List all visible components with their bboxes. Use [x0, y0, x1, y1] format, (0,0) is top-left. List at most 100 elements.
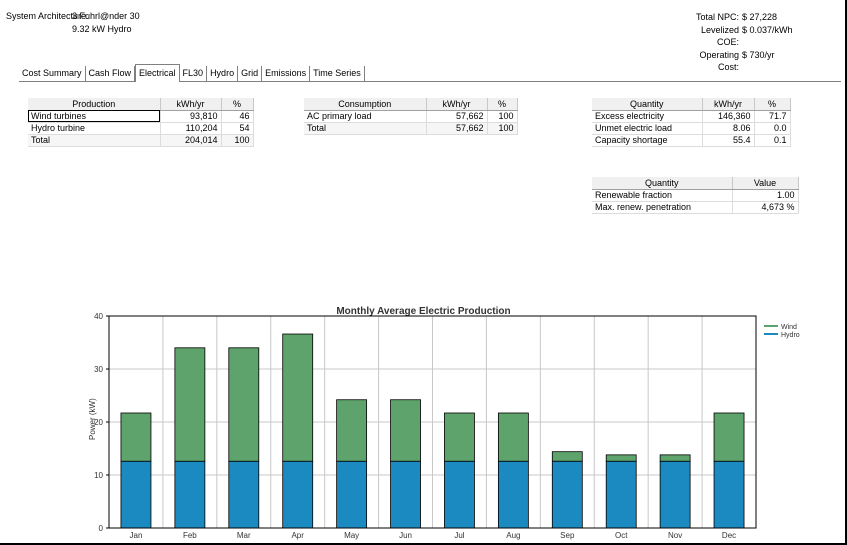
- bar-wind-apr: [282, 333, 314, 462]
- tab-emissions[interactable]: Emissions: [262, 66, 311, 81]
- tab-cash-flow[interactable]: Cash Flow: [85, 66, 136, 81]
- production-header-name: Production: [28, 98, 161, 111]
- production-table: Production kWh/yr % Wind turbines 93,810…: [28, 98, 254, 147]
- x-tick-label: Oct: [615, 531, 628, 540]
- consumption-row-0-name[interactable]: AC primary load: [304, 110, 427, 123]
- bar-wind-feb: [174, 347, 206, 462]
- quantity-header-kwh: kWh/yr: [702, 98, 755, 111]
- consumption-row-1-kwh: 57,662: [426, 122, 488, 135]
- levelized-coe-value: $ 0.037/kWh: [742, 24, 793, 35]
- totals-panel: Total NPC: $ 27,228 Levelized COE: $ 0.0…: [684, 11, 793, 74]
- quantity2-row-1-value: 4,673 %: [732, 201, 799, 214]
- x-tick-label: May: [344, 531, 359, 540]
- bar-hydro-dec: [713, 460, 745, 529]
- table-row[interactable]: Max. renew. penetration 4,673 %: [592, 201, 799, 214]
- x-tick-label: Aug: [506, 531, 520, 540]
- production-row-2-pct: 100: [221, 134, 254, 147]
- table-row[interactable]: Total 204,014 100: [28, 134, 254, 147]
- consumption-row-1-name[interactable]: Total: [304, 122, 427, 135]
- quantity-header-pct: %: [754, 98, 791, 111]
- x-tick-label: Feb: [183, 531, 197, 540]
- tab-fl30[interactable]: FL30: [179, 66, 208, 81]
- operating-cost-value: $ 730/yr: [742, 49, 775, 60]
- table-row[interactable]: Wind turbines 93,810 46: [28, 110, 254, 123]
- bar-hydro-apr: [282, 460, 314, 529]
- x-tick-label: Jan: [130, 531, 143, 540]
- quantity-header-name: Quantity: [592, 98, 703, 111]
- bar-wind-sep: [551, 451, 583, 462]
- quantity-row-2-name[interactable]: Capacity shortage: [592, 134, 703, 147]
- bar-wind-mar: [228, 347, 260, 462]
- bar-hydro-aug: [497, 460, 529, 529]
- quantity2-row-0-value: 1.00: [732, 189, 799, 202]
- bar-hydro-feb: [174, 460, 206, 529]
- table-row[interactable]: Hydro turbine 110,204 54: [28, 122, 254, 135]
- bar-wind-oct: [605, 454, 637, 462]
- production-row-1-kwh: 110,204: [160, 122, 222, 135]
- production-row-0-kwh: 93,810: [160, 110, 222, 123]
- consumption-header-kwh: kWh/yr: [426, 98, 488, 111]
- y-tick-label: 10: [94, 471, 103, 480]
- y-tick-label: 30: [94, 365, 103, 374]
- production-row-0-name[interactable]: Wind turbines: [28, 110, 161, 123]
- table-row[interactable]: Total 57,662 100: [304, 122, 518, 135]
- tab-time-series[interactable]: Time Series: [310, 66, 365, 81]
- bar-hydro-nov: [659, 460, 691, 529]
- table-row[interactable]: Renewable fraction 1.00: [592, 189, 799, 202]
- legend-label-wind: Wind: [781, 324, 797, 331]
- quantity-row-0-pct: 71.7: [754, 110, 791, 123]
- x-tick-label: Nov: [668, 531, 682, 540]
- table-row[interactable]: AC primary load 57,662 100: [304, 110, 518, 123]
- consumption-header-pct: %: [487, 98, 518, 111]
- levelized-coe-label: Levelized COE:: [700, 24, 739, 48]
- production-header-pct: %: [221, 98, 254, 111]
- bar-hydro-mar: [228, 460, 260, 529]
- quantity2-row-1-name[interactable]: Max. renew. penetration: [592, 201, 733, 214]
- production-header-kwh: kWh/yr: [160, 98, 222, 111]
- x-tick-label: Apr: [291, 531, 304, 540]
- bar-wind-jun: [390, 399, 421, 462]
- bar-wind-nov: [659, 454, 691, 462]
- production-row-2-name[interactable]: Total: [28, 134, 161, 147]
- results-tabs: Cost Summary Cash Flow Electrical FL30 H…: [19, 64, 365, 82]
- production-row-1-pct: 54: [221, 122, 254, 135]
- bar-wind-may: [336, 399, 368, 462]
- total-npc-label: Total NPC:: [695, 12, 739, 22]
- tab-hydro[interactable]: Hydro: [207, 66, 239, 81]
- quantity2-row-0-name[interactable]: Renewable fraction: [592, 189, 733, 202]
- table-row[interactable]: Excess electricity 146,360 71.7: [592, 110, 791, 123]
- quantity-row-2-pct: 0.1: [754, 134, 791, 147]
- total-npc-value: $ 27,228: [742, 12, 778, 22]
- tab-electrical[interactable]: Electrical: [135, 64, 180, 82]
- quantity-row-1-pct: 0.0: [754, 122, 791, 135]
- bar-wind-aug: [497, 412, 529, 462]
- x-tick-label: Mar: [237, 531, 251, 540]
- chart-grid: [109, 315, 756, 529]
- x-tick-label: Jul: [454, 531, 464, 540]
- production-row-1-name[interactable]: Hydro turbine: [28, 122, 161, 135]
- tab-cost-summary[interactable]: Cost Summary: [19, 66, 86, 81]
- architecture-wind-line: 3 Fuhrl@nder 30: [72, 11, 140, 21]
- bar-wind-jan: [120, 412, 152, 462]
- tab-grid[interactable]: Grid: [238, 66, 263, 81]
- bar-hydro-sep: [551, 460, 583, 529]
- quantity2-header-name: Quantity: [592, 177, 733, 190]
- x-tick-label: Dec: [722, 531, 736, 540]
- excess-quantity-table: Quantity kWh/yr % Excess electricity 146…: [592, 98, 791, 147]
- levelized-coe-row: Levelized COE: $ 0.037/kWh: [684, 24, 793, 49]
- table-row[interactable]: Unmet electric load 8.06 0.0: [592, 122, 791, 135]
- table-row[interactable]: Capacity shortage 55.4 0.1: [592, 134, 791, 147]
- y-tick-label: 20: [94, 418, 103, 427]
- quantity-row-1-kwh: 8.06: [702, 122, 755, 135]
- quantity2-header-value: Value: [732, 177, 799, 190]
- quantity-row-1-name[interactable]: Unmet electric load: [592, 122, 703, 135]
- tabs-divider: [19, 81, 841, 82]
- quantity-row-0-name[interactable]: Excess electricity: [592, 110, 703, 123]
- y-tick-label: 0: [99, 524, 104, 533]
- architecture-hydro-line: 9.32 kW Hydro: [72, 24, 132, 34]
- chart-bars: [120, 333, 745, 529]
- bar-hydro-jan: [120, 460, 152, 529]
- x-tick-label: Jun: [399, 531, 412, 540]
